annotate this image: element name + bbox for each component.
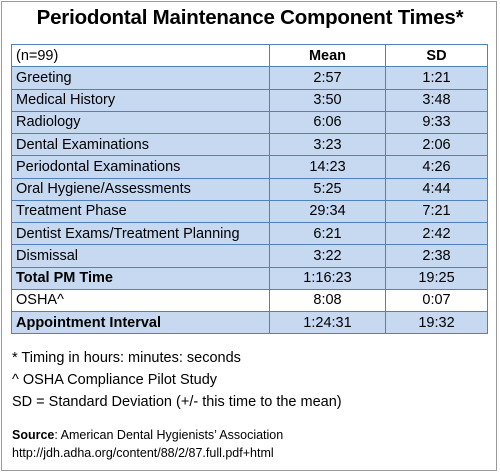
footnotes: * Timing in hours: minutes: seconds ^ OS…	[12, 347, 342, 413]
row-mean: 29:34	[269, 199, 386, 224]
row-label: OSHA^	[11, 288, 270, 313]
table-row: Dentist Exams/Treatment Planning 6:21 2:…	[11, 221, 488, 246]
row-sd: 9:33	[385, 110, 488, 135]
header-sd: SD	[385, 43, 488, 68]
row-mean: 2:57	[269, 66, 386, 90]
source-label: Source	[12, 428, 55, 442]
row-mean: 1:16:23	[269, 266, 386, 290]
row-label: Periodontal Examinations	[11, 155, 270, 179]
source-text: : American Dental Hygienists’ Associatio…	[54, 428, 284, 442]
row-sd: 2:38	[385, 244, 488, 268]
table-row: Medical History 3:50 3:48	[11, 88, 488, 112]
row-mean: 3:23	[269, 132, 386, 157]
row-label: Appointment Interval	[11, 310, 270, 335]
row-label: Radiology	[11, 110, 270, 135]
table-row: Periodontal Examinations 14:23 4:26	[11, 155, 488, 179]
row-label: Dental Examinations	[11, 132, 270, 157]
row-label: Total PM Time	[11, 266, 270, 290]
row-label: Dentist Exams/Treatment Planning	[11, 221, 270, 246]
source-citation: Source: American Dental Hygienists’ Asso…	[12, 426, 283, 462]
row-mean: 5:25	[269, 177, 386, 201]
row-sd: 7:21	[385, 199, 488, 224]
row-sd: 2:42	[385, 221, 488, 246]
table-row: Dismissal 3:22 2:38	[11, 244, 488, 268]
footnote-sd: SD = Standard Deviation (+/- this time t…	[12, 394, 342, 410]
row-sd: 2:06	[385, 132, 488, 157]
row-sd: 19:25	[385, 266, 488, 290]
component-times-table: (n=99) Mean SD Greeting 2:57 1:21 Medica…	[11, 43, 488, 335]
row-mean: 3:50	[269, 88, 386, 112]
footnote-osha: ^ OSHA Compliance Pilot Study	[12, 372, 218, 388]
table-row: Treatment Phase 29:34 7:21	[11, 199, 488, 224]
table-title: Periodontal Maintenance Component Times*	[36, 6, 464, 29]
row-sd: 4:26	[385, 155, 488, 179]
appointment-interval-row: Appointment Interval 1:24:31 19:32	[11, 310, 488, 335]
row-label: Medical History	[11, 88, 270, 112]
footnote-timing: * Timing in hours: minutes: seconds	[12, 350, 241, 366]
header-row: (n=99) Mean SD	[11, 43, 488, 68]
header-mean: Mean	[269, 43, 386, 68]
row-sd: 0:07	[385, 288, 488, 313]
row-label: Greeting	[11, 66, 270, 90]
row-mean: 3:22	[269, 244, 386, 268]
row-sd: 4:44	[385, 177, 488, 201]
row-mean: 8:08	[269, 288, 386, 313]
table-row: Dental Examinations 3:23 2:06	[11, 132, 488, 157]
row-label: Oral Hygiene/Assessments	[11, 177, 270, 201]
row-label: Dismissal	[11, 244, 270, 268]
row-sd: 19:32	[385, 310, 488, 335]
row-mean: 6:06	[269, 110, 386, 135]
total-row: Total PM Time 1:16:23 19:25	[11, 266, 488, 290]
row-label: Treatment Phase	[11, 199, 270, 224]
table-row: Radiology 6:06 9:33	[11, 110, 488, 135]
row-sd: 3:48	[385, 88, 488, 112]
row-sd: 1:21	[385, 66, 488, 90]
row-mean: 1:24:31	[269, 310, 386, 335]
table-row: Oral Hygiene/Assessments 5:25 4:44	[11, 177, 488, 201]
source-url: http://jdh.adha.org/content/88/2/87.full…	[12, 446, 274, 460]
table-row: OSHA^ 8:08 0:07	[11, 288, 488, 313]
row-mean: 14:23	[269, 155, 386, 179]
table-row: Greeting 2:57 1:21	[11, 66, 488, 90]
header-sample-size: (n=99)	[11, 43, 270, 68]
row-mean: 6:21	[269, 221, 386, 246]
